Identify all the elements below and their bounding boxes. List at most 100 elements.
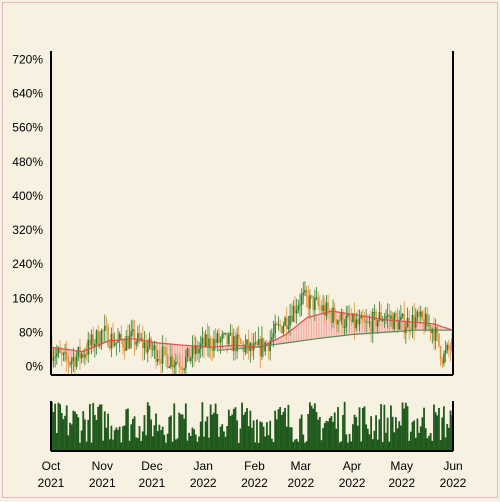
candle-body [406, 317, 409, 328]
volume-bar [222, 431, 225, 451]
volume-bar [358, 407, 361, 451]
x-axis-labels: Oct 2021 Nov 2021 Dec 2021 Jan 2022 Feb 2022 Mar 20… [38, 459, 467, 490]
volume-bar [237, 442, 240, 451]
candle-body [125, 336, 128, 351]
ma-slow-line [218, 329, 453, 351]
volume-bar [309, 402, 311, 451]
volume-bar [406, 406, 409, 451]
candle-body [171, 356, 174, 368]
volume-bar [150, 419, 152, 451]
candle-body [128, 335, 131, 349]
volume-bar [186, 440, 189, 451]
x-tick-year: 2022 [190, 476, 217, 490]
volume-bar [411, 421, 414, 451]
candle-body [320, 306, 323, 311]
x-tick-year: 2022 [241, 476, 268, 490]
volume-bar [242, 415, 245, 451]
candle-body [102, 330, 104, 332]
volume-bar [95, 419, 98, 451]
candle-body [353, 313, 356, 329]
volume-bar [294, 439, 296, 451]
candle-body [77, 347, 80, 357]
candle-body [173, 365, 176, 368]
volume-bar [312, 408, 315, 451]
volume-bar [196, 441, 199, 451]
candle-body [196, 345, 199, 354]
candle-body [226, 332, 228, 345]
volume-bar [399, 425, 402, 451]
candle-body [347, 314, 349, 316]
volume-bar [188, 432, 191, 451]
volume-bar [189, 436, 192, 451]
volume-bar [416, 418, 419, 451]
candle-body [183, 368, 185, 371]
candle-body [418, 311, 420, 317]
candle-body [94, 343, 96, 348]
volume-bar [107, 413, 109, 451]
volume-bar [340, 441, 343, 451]
volume-bar [82, 411, 85, 451]
candle-body [219, 339, 222, 343]
candle-body [438, 333, 440, 347]
volume-bar [246, 408, 248, 451]
candle-body [233, 336, 235, 351]
volume-bar [371, 439, 374, 451]
candle-body [294, 305, 296, 314]
candle-body [300, 294, 303, 305]
candle-body [115, 342, 118, 344]
volume-bar [226, 425, 229, 451]
candle-body [297, 305, 300, 310]
candle-body [224, 332, 227, 334]
volume-bar [80, 430, 83, 451]
candle-body [158, 359, 161, 361]
candle-body [228, 333, 230, 345]
candle-body [272, 333, 275, 338]
candle-body [95, 330, 98, 344]
volume-bar [383, 404, 386, 451]
volume-bar [370, 416, 373, 451]
x-tick-month: May [390, 459, 413, 473]
volume-bar [181, 414, 184, 451]
candle-body [444, 350, 447, 354]
volume-bar [419, 426, 422, 451]
candle-body [130, 331, 133, 336]
candle-body [204, 334, 207, 347]
volume-bar [292, 441, 295, 451]
candle-body [138, 332, 141, 340]
volume-bar [290, 427, 293, 451]
volume-bar [322, 427, 325, 451]
y-tick-label: 80% [19, 325, 43, 339]
candle-body [405, 327, 407, 333]
candle-body [188, 348, 190, 362]
volume-bar [239, 428, 242, 451]
candle-body [371, 312, 374, 334]
volume-bar [90, 442, 93, 451]
volume-bar [433, 404, 435, 451]
x-tick-year: 2021 [38, 476, 65, 490]
ma-lines [50, 310, 454, 353]
volume-bar [77, 417, 80, 451]
candle-body [59, 349, 61, 353]
candle-body [274, 323, 276, 334]
candle-body [148, 338, 151, 348]
volume-bar [62, 419, 65, 451]
volume-bar [424, 428, 427, 451]
volume-bar [93, 414, 96, 451]
volume-bar [269, 420, 272, 451]
volume-bar [191, 427, 194, 451]
candle-body [449, 349, 452, 351]
candle-body [198, 348, 200, 354]
candle-body [314, 297, 316, 311]
candle-body [223, 333, 225, 335]
candle-body [280, 326, 283, 333]
volume-bar [380, 404, 382, 451]
volume-bar [282, 411, 285, 451]
volume-bar [299, 418, 301, 451]
candle-body [408, 317, 410, 330]
volume-bar [184, 403, 187, 451]
volume-bar [330, 416, 333, 451]
candle-body [282, 325, 285, 333]
volume-bar [117, 429, 119, 451]
candle-body [357, 319, 359, 324]
